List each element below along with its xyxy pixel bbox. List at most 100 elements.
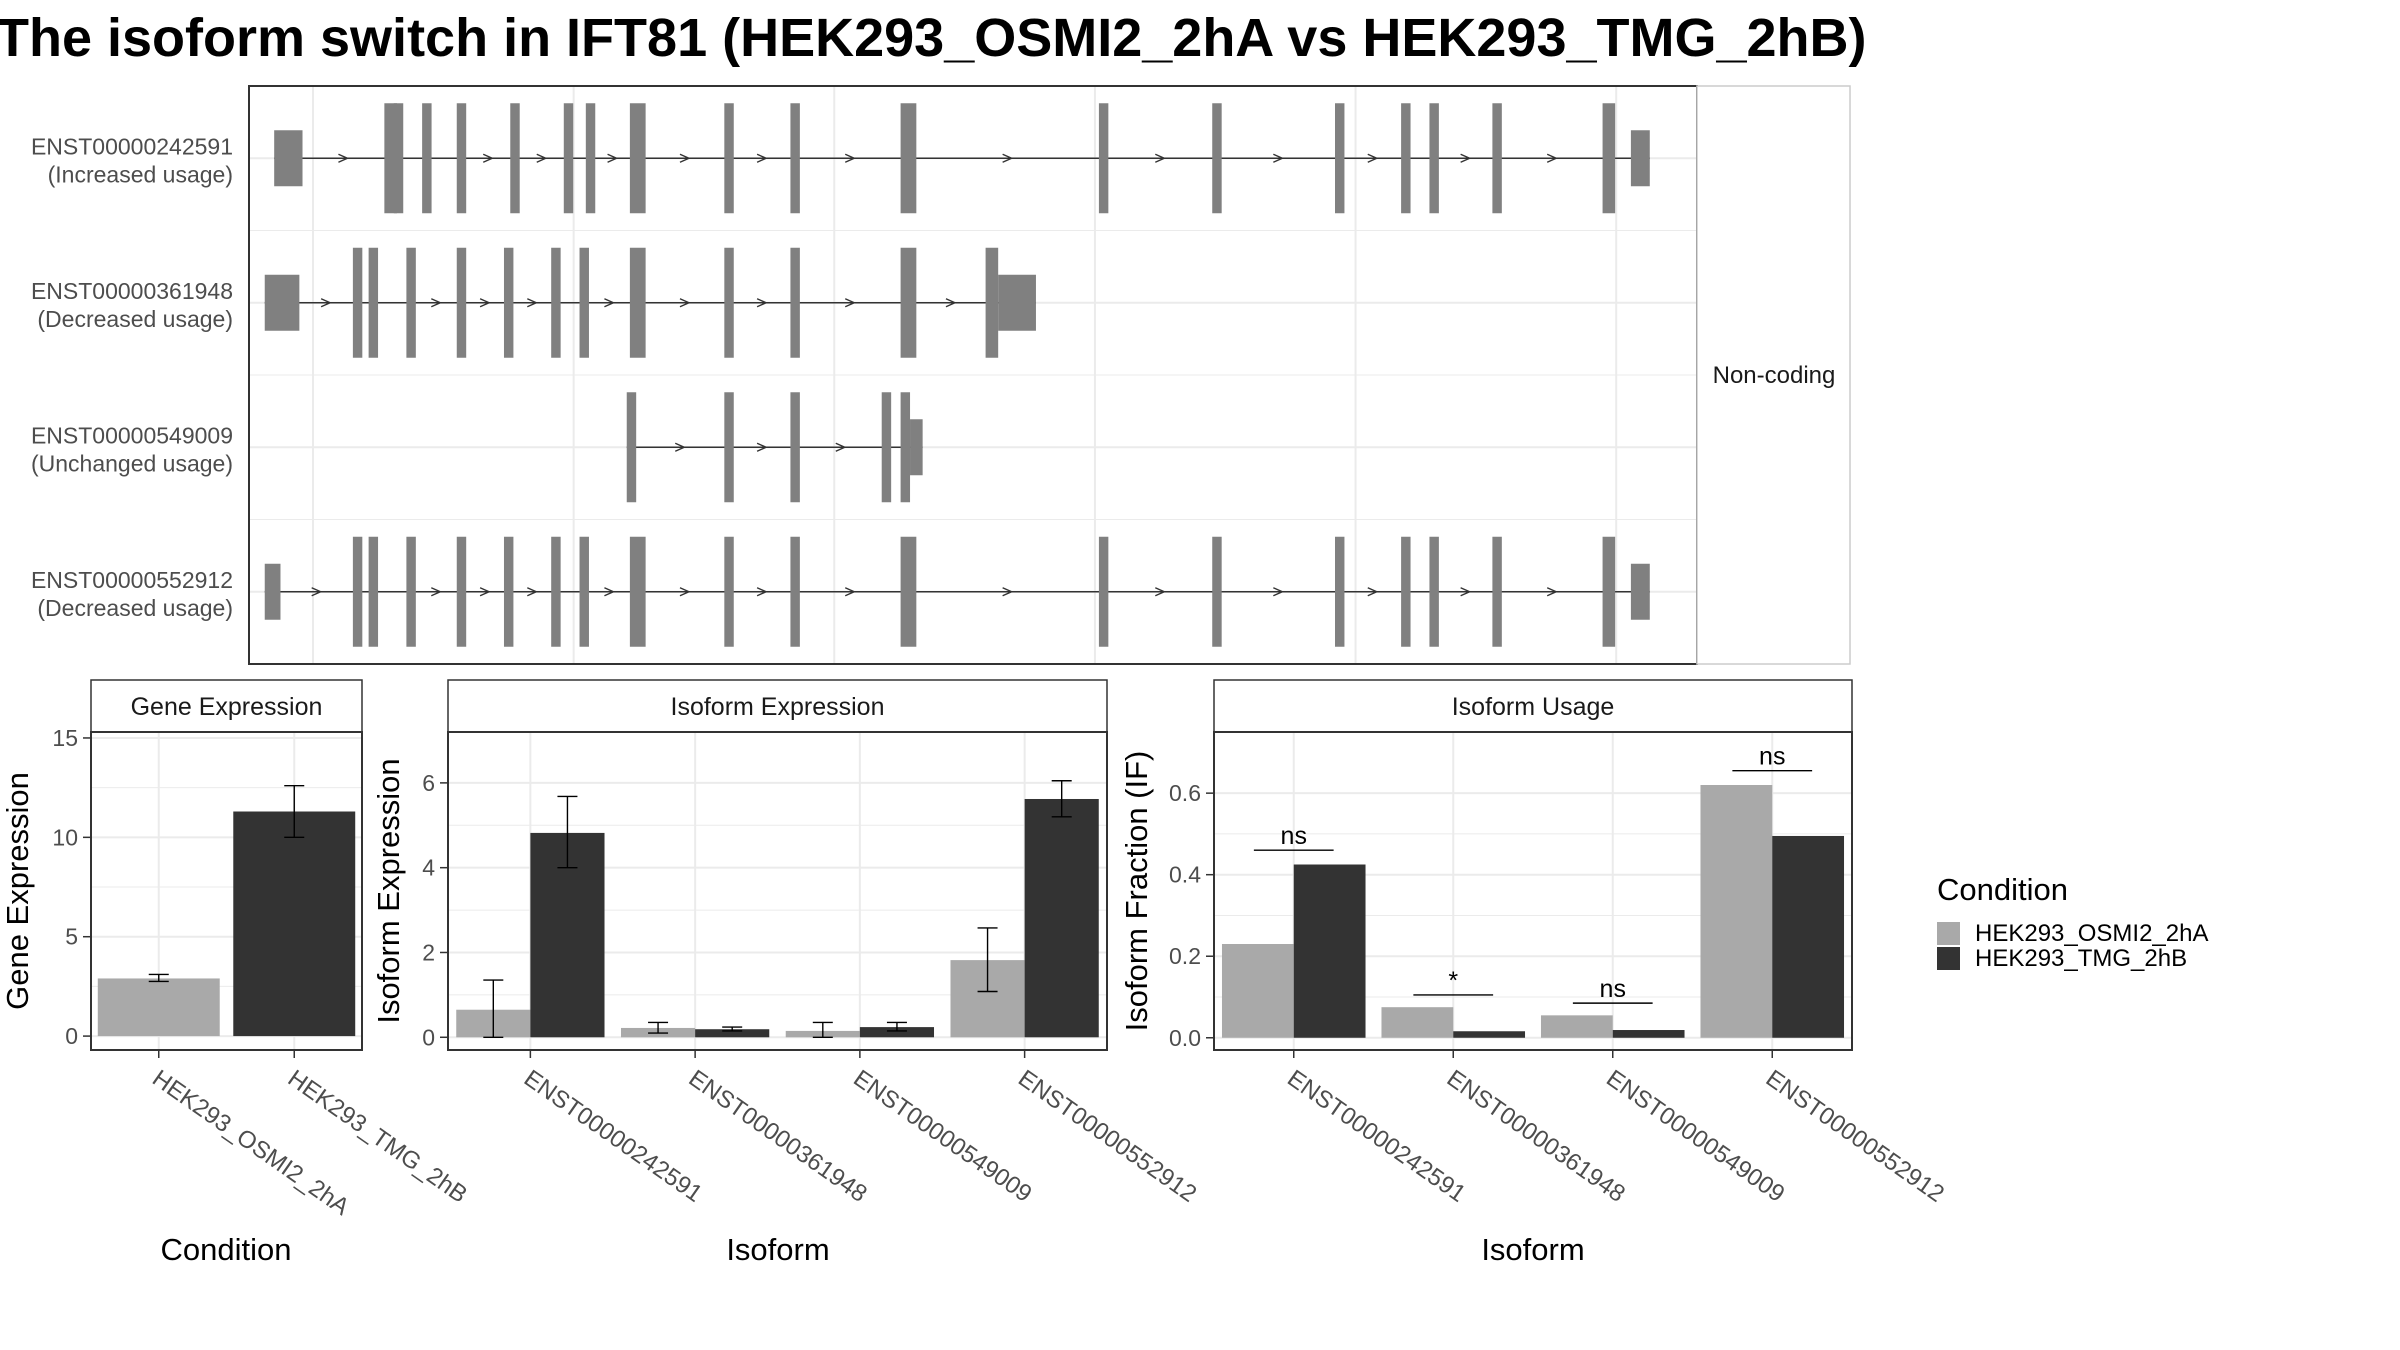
plot-border xyxy=(90,731,363,1051)
bar-HEK293_OSMI2_2hA xyxy=(1381,1007,1454,1038)
error-bar xyxy=(148,973,169,983)
panel-strip xyxy=(90,679,363,733)
coding-exon xyxy=(503,247,514,358)
utr-exon xyxy=(1630,563,1650,620)
error-bar xyxy=(284,784,305,839)
significance-label: * xyxy=(1448,967,1458,995)
coding-exon xyxy=(579,247,589,358)
coding-exon xyxy=(368,536,379,647)
utr-exon xyxy=(264,563,281,620)
y-tick-label: 5 xyxy=(65,924,78,950)
strand-arrow xyxy=(482,153,494,163)
coding-exon xyxy=(1602,103,1616,214)
bar-HEK293_TMG_2hB xyxy=(1772,835,1845,1038)
coding-exon xyxy=(585,103,596,214)
coding-exon xyxy=(629,536,646,647)
panel-strip xyxy=(447,679,1108,733)
strand-arrow xyxy=(844,153,856,163)
coding-exon xyxy=(551,536,561,647)
significance-label: ns xyxy=(1281,822,1307,850)
utr-exon xyxy=(998,274,1036,331)
coding-exon xyxy=(900,247,917,358)
coding-exon xyxy=(1429,103,1439,214)
coding-exon xyxy=(393,103,404,214)
coding-exon xyxy=(406,247,416,358)
utr-exon xyxy=(274,130,303,187)
bar-HEK293_TMG_2hB xyxy=(695,1029,770,1038)
panel-strip-title: Isoform Expression xyxy=(671,693,885,721)
error-bar xyxy=(722,1026,743,1032)
panel-strip-title: Gene Expression xyxy=(131,693,323,721)
x-tick-label: ENST00000361948 xyxy=(684,1065,872,1208)
transcript-row xyxy=(274,103,1650,214)
strand-arrow xyxy=(679,298,691,308)
y-tick-label: 0.6 xyxy=(1169,780,1201,806)
strand-arrow xyxy=(320,298,332,308)
bar-HEK293_OSMI2_2hA xyxy=(1221,944,1294,1038)
strand-arrow xyxy=(1460,153,1472,163)
significance-label: ns xyxy=(1600,975,1626,1003)
panel-strip-title: Isoform Usage xyxy=(1452,693,1615,721)
coding-exon xyxy=(724,536,734,647)
coding-exon xyxy=(1401,536,1411,647)
x-axis-title: Isoform xyxy=(1481,1232,1584,1267)
utr-exon xyxy=(264,274,300,331)
coding-exon xyxy=(1492,536,1502,647)
error-bar xyxy=(1051,780,1072,818)
transcript-id-label: ENST00000361948 xyxy=(31,278,233,304)
strand-arrow xyxy=(844,587,856,597)
transcript-row xyxy=(626,392,923,503)
bar-HEK293_TMG_2hB xyxy=(233,811,356,1037)
bar-HEK293_TMG_2hB xyxy=(859,1027,935,1038)
strand-arrow xyxy=(835,442,847,452)
plot-border xyxy=(1213,731,1853,1051)
coding-exon xyxy=(503,536,514,647)
strand-arrow xyxy=(756,587,768,597)
strand-arrow xyxy=(1546,153,1558,163)
transcript-structure-panel: ENST00000242591(Increased usage) ENST0000… xyxy=(31,85,1851,665)
utr-exon xyxy=(1630,130,1650,187)
coding-exon xyxy=(352,536,363,647)
y-axis-title: Isoform Expression xyxy=(371,758,406,1023)
strand-arrow xyxy=(1546,587,1558,597)
coding-exon xyxy=(790,392,800,503)
coding-exon xyxy=(629,247,646,358)
strand-arrow xyxy=(1002,587,1014,597)
coding-exon xyxy=(900,392,911,503)
strand-arrow xyxy=(756,153,768,163)
y-tick-label: 4 xyxy=(422,855,435,881)
non-coding-strip xyxy=(1696,85,1851,665)
y-tick-label: 0.0 xyxy=(1169,1025,1201,1051)
coding-exon xyxy=(1401,103,1411,214)
y-tick-label: 10 xyxy=(52,824,78,850)
coding-exon xyxy=(1429,536,1439,647)
strand-arrow xyxy=(756,298,768,308)
x-tick-label: ENST00000242591 xyxy=(519,1065,707,1208)
strand-arrow xyxy=(844,298,856,308)
legend-title: Condition xyxy=(1937,872,2068,907)
error-bar xyxy=(483,979,504,1038)
coding-exon xyxy=(456,247,467,358)
strand-arrow xyxy=(1273,153,1285,163)
strand-arrow xyxy=(338,153,350,163)
transcript-usage-label: (Increased usage) xyxy=(48,161,233,187)
coding-exon xyxy=(900,103,917,214)
coding-exon xyxy=(1335,536,1345,647)
coding-exon xyxy=(724,392,734,503)
coding-exon xyxy=(368,247,379,358)
strand-arrow xyxy=(311,587,323,597)
y-tick-label: 15 xyxy=(52,725,78,751)
bar-HEK293_OSMI2_2hA xyxy=(1540,1015,1613,1038)
coding-exon xyxy=(1212,536,1222,647)
y-tick-label: 0 xyxy=(422,1024,435,1050)
coding-exon xyxy=(1212,103,1222,214)
y-axis-title: Isoform Fraction (IF) xyxy=(1119,751,1154,1032)
plot-border xyxy=(447,731,1108,1051)
coding-exon xyxy=(456,536,467,647)
bar-HEK293_OSMI2_2hA xyxy=(97,978,220,1037)
coding-exon xyxy=(626,392,637,503)
strand-arrow xyxy=(604,587,616,597)
